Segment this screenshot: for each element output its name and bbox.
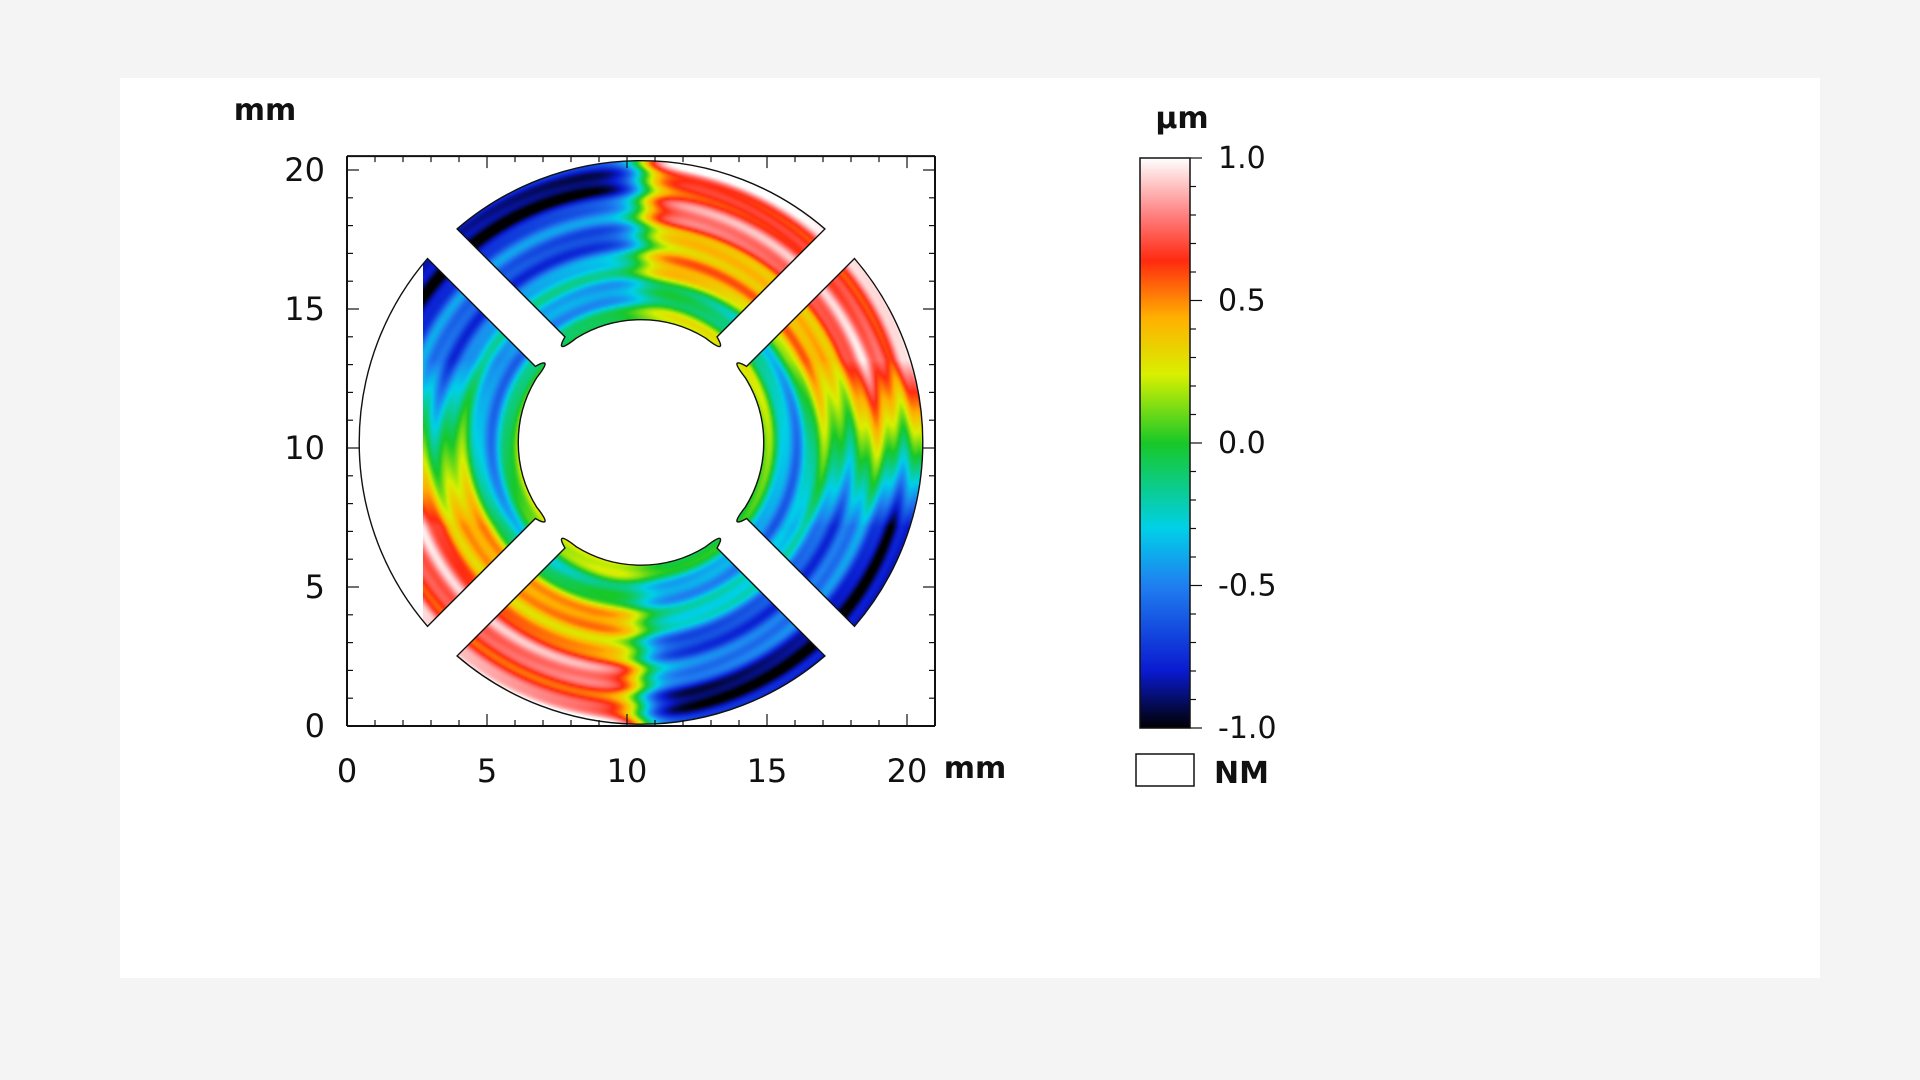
colorbar-unit: µm: [1155, 101, 1208, 136]
nm-legend-swatch: [1135, 753, 1195, 787]
colorbar-tick-label: 1.0: [1218, 141, 1266, 176]
y-tick-label: 10: [284, 429, 325, 467]
colorbar-tick-label: 0.0: [1218, 426, 1266, 461]
axes: 0 5 10 15 20 0 5 10 15 20: [284, 151, 936, 790]
surface-deviation-chart: 0 5 10 15 20 0 5 10 15 20 mm mm µm 1.0 0.5 0.0 -0.5 -…: [234, 93, 1277, 791]
x-tick-label: 20: [887, 752, 928, 790]
x-tick-label: 10: [607, 752, 648, 790]
colorbar-tick-label: -1.0: [1218, 711, 1277, 746]
nm-legend-label: NM: [1214, 756, 1269, 791]
part-outline: [358, 160, 924, 725]
x-tick-label: 0: [337, 752, 357, 790]
x-tick-label: 5: [477, 752, 497, 790]
y-axis-unit: mm: [234, 93, 297, 128]
y-tick-label: 0: [305, 707, 325, 745]
x-axis-unit: mm: [944, 751, 1007, 786]
colorbar-tick-label: -0.5: [1218, 569, 1277, 604]
colorbar-tick-label: 0.5: [1218, 284, 1266, 319]
y-tick-label: 20: [284, 151, 325, 189]
x-tick-label: 15: [747, 752, 788, 790]
y-tick-label: 15: [284, 290, 325, 328]
plot-area: 0 5 10 15 20 0 5 10 15 20 mm mm: [234, 93, 1013, 790]
y-tick-label: 5: [305, 568, 325, 606]
colorbar-ticks: 1.0 0.5 0.0 -0.5 -1.0: [1190, 141, 1277, 746]
colorbar-gradient: [1139, 157, 1191, 729]
figure-panel: 0 5 10 15 20 0 5 10 15 20 mm mm µm 1.0 0.5 0.0 -0.5 -…: [120, 78, 1820, 978]
colorbar: µm 1.0 0.5 0.0 -0.5 -1.0 NM: [1135, 101, 1277, 791]
